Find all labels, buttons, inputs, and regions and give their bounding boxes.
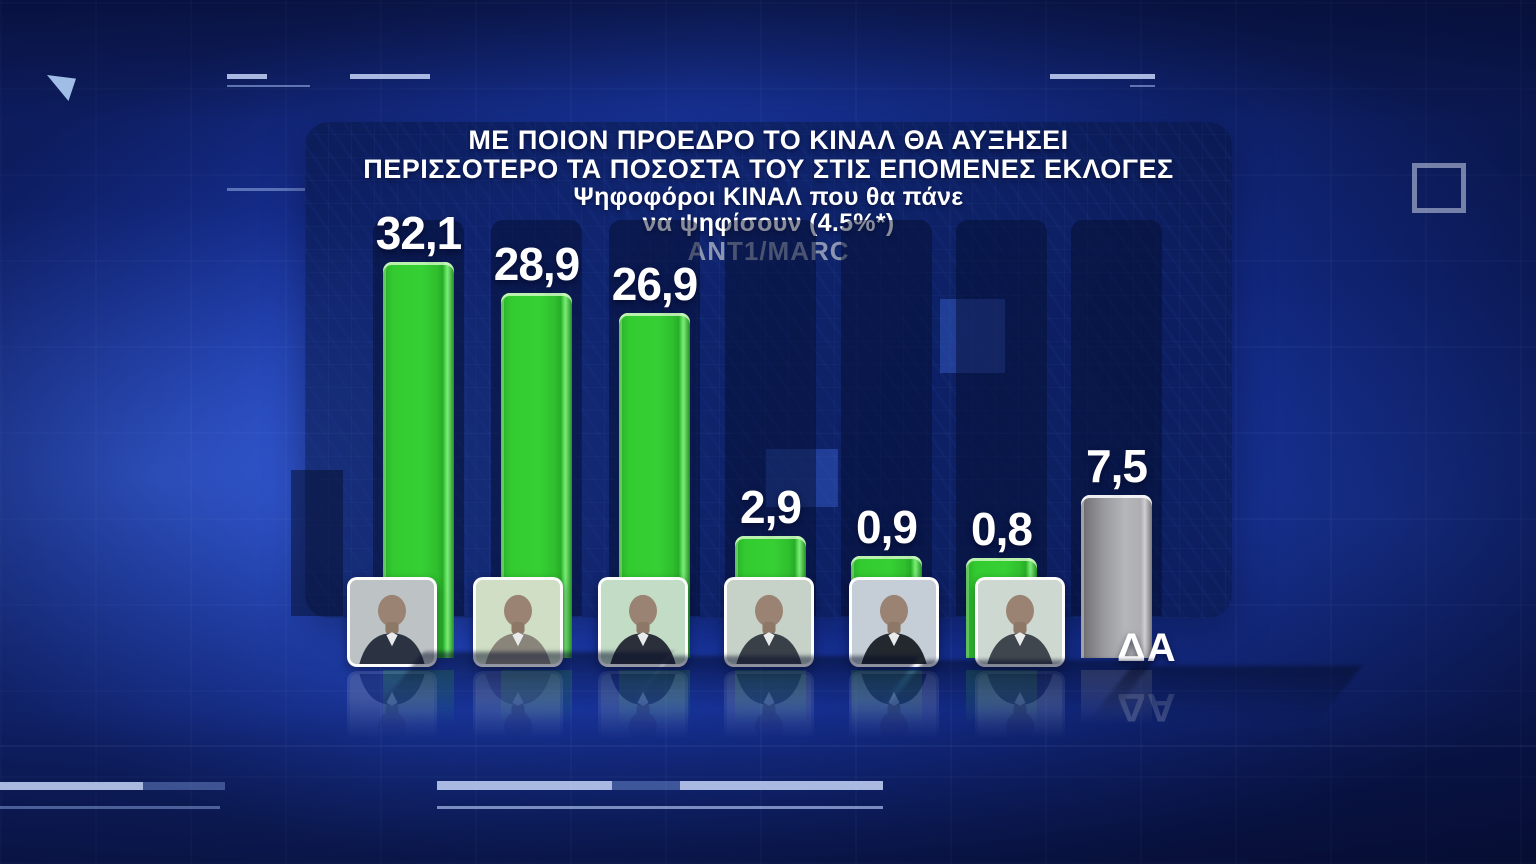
top-accent-line-thin <box>227 85 310 87</box>
top-accent-line-thin <box>1130 85 1155 87</box>
bar-value-label: 32,1 <box>375 207 463 259</box>
top-accent-line <box>350 74 430 79</box>
bar-value-label: 0,8 <box>971 503 1033 555</box>
bar-track-ghost <box>956 220 1047 616</box>
candidate-photo-6 <box>975 577 1065 667</box>
top-accent-line <box>227 74 267 79</box>
bar-cast-shadow <box>291 470 343 616</box>
bar-value-label: 7,5 <box>1086 440 1148 492</box>
top-accent-line <box>1050 74 1155 79</box>
floor-shadow <box>629 656 921 708</box>
bar-value-label: 2,9 <box>740 481 802 533</box>
bar-value-label: 26,9 <box>611 258 699 310</box>
mid-accent-line <box>227 188 305 191</box>
chart-subtitle-line1: Ψηφοφόροι ΚΙΝΑΛ που θα πάνε <box>573 183 964 211</box>
corner-triangle-decor <box>47 75 76 101</box>
bar-value-label: 28,9 <box>493 238 581 290</box>
bottom-accent-line-thin <box>0 806 220 809</box>
bottom-accent-line-dim <box>143 782 225 790</box>
chart-subtitle-line2: να ψηφίσουν (4.5%*) <box>642 209 895 237</box>
floor-shadow <box>1088 666 1362 722</box>
square-outline-decor <box>1412 163 1466 213</box>
panel-light-patch <box>940 299 1005 373</box>
poll-source-label: ΑΝΤ1/MARC <box>687 236 850 266</box>
bar <box>1081 495 1152 658</box>
chart-panel <box>305 122 1232 618</box>
floor-grid-line <box>0 745 1536 747</box>
bar-track-ghost <box>841 220 932 616</box>
bottom-accent-line <box>437 781 612 790</box>
chart-title-line1: ΜΕ ΠΟΙΟΝ ΠΡΟΕΔΡΟ ΤΟ ΚΙΝΑΛ ΘΑ ΑΥΞΗΣΕΙ <box>468 125 1069 155</box>
chart-title-line2: ΠΕΡΙΣΣΟΤΕΡΟ ΤΑ ΠΟΣΟΣΤΑ ΤΟΥ ΣΤΙΣ ΕΠΟΜΕΝΕΣ… <box>363 154 1174 184</box>
bottom-accent-line <box>0 782 143 790</box>
bottom-accent-line-dim <box>612 781 680 790</box>
candidate-photo-4 <box>724 577 814 667</box>
floor-shadow <box>377 652 673 710</box>
bottom-accent-line-thin <box>437 806 883 809</box>
panel-light-patch <box>766 449 838 507</box>
candidate-photo-3 <box>598 577 688 667</box>
chart-title-block: ΜΕ ΠΟΙΟΝ ΠΡΟΕΔΡΟ ΤΟ ΚΙΝΑΛ ΘΑ ΑΥΞΗΣΕΙ ΠΕΡ… <box>305 125 1232 266</box>
bottom-accent-line <box>680 781 883 790</box>
candidate-photo-5 <box>849 577 939 667</box>
bar-value-label: 0,9 <box>856 501 918 553</box>
